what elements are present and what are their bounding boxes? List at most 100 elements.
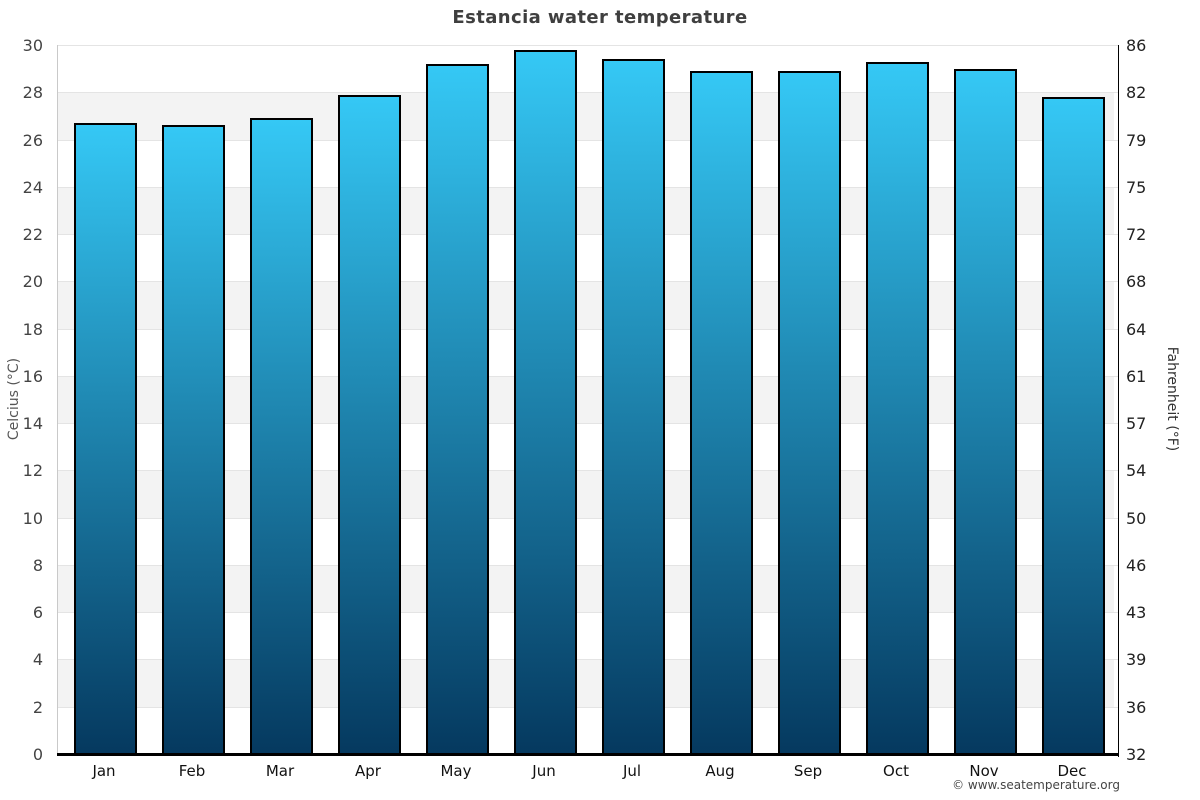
celsius-tick-labels: 0 2 4 6 8 10 12 14 16 18 20 22 24 26 28 30	[0, 36, 50, 764]
bar-slot-jan	[61, 45, 149, 754]
y-tick-celsius-18: 18	[22, 319, 43, 339]
y-tick-fahrenheit-57: 57	[1126, 414, 1147, 434]
y-tick-celsius-22: 22	[22, 225, 43, 245]
gridline-16c	[58, 376, 1119, 377]
y-tick-celsius-26: 26	[22, 130, 43, 150]
y-tick-fahrenheit-86: 86	[1126, 36, 1147, 55]
bar-slot-jun	[501, 45, 589, 754]
y-tick-fahrenheit-54: 54	[1126, 461, 1147, 481]
right-axis-line	[1118, 45, 1119, 757]
gridline-2c	[58, 707, 1119, 708]
bar-slot-sep	[765, 45, 853, 754]
y-tick-fahrenheit-79: 79	[1126, 130, 1147, 150]
bar-jul	[601, 59, 665, 754]
y-tick-celsius-24: 24	[22, 177, 43, 197]
gridline-18c	[58, 329, 1119, 330]
fahrenheit-tick-labels: 32 36 39 43 46 50 54 57 61 64 68 72 75 79 82 86	[1126, 36, 1186, 764]
y-tick-fahrenheit-72: 72	[1126, 225, 1147, 245]
gridline-24c	[58, 187, 1119, 188]
gridline-14c	[58, 423, 1119, 424]
bar-jan	[73, 123, 137, 754]
bar-mar	[249, 118, 313, 754]
gridline-4c	[58, 659, 1119, 660]
bar-slot-dec	[1029, 45, 1117, 754]
y-tick-celsius-2: 2	[32, 697, 43, 717]
y-tick-fahrenheit-64: 64	[1126, 319, 1147, 339]
month-tick-labels: Jan Feb Mar Apr May Jun Jul Aug Sep Oct Nov Dec	[60, 762, 1116, 780]
plot-band-22-24	[58, 186, 1114, 235]
bar-dec	[1041, 97, 1105, 754]
y-tick-celsius-28: 28	[22, 83, 43, 103]
x-tick-mar: Mar	[265, 762, 295, 780]
y-tick-fahrenheit-50: 50	[1126, 508, 1147, 528]
y-tick-fahrenheit-61: 61	[1126, 366, 1147, 386]
gridline-20c	[58, 281, 1119, 282]
y-tick-fahrenheit-82: 82	[1126, 83, 1147, 103]
bar-slot-nov	[941, 45, 1029, 754]
y-tick-celsius-14: 14	[22, 414, 43, 434]
plot-area	[57, 45, 1119, 754]
bar-slot-apr	[325, 45, 413, 754]
plot-band-14-16	[58, 375, 1114, 424]
plot-band-26-28	[58, 92, 1114, 140]
bar-slot-oct	[853, 45, 941, 754]
gridline-12c	[58, 470, 1119, 471]
x-axis-line	[57, 753, 1119, 756]
bar-oct	[865, 61, 929, 754]
gridline-26c	[58, 140, 1119, 141]
y-tick-fahrenheit-36: 36	[1126, 697, 1147, 717]
bar-jun	[513, 49, 577, 754]
x-tick-feb: Feb	[178, 762, 206, 780]
bar-slot-jul	[589, 45, 677, 754]
bar-sep	[777, 71, 841, 754]
bars-group	[61, 45, 1117, 754]
y-tick-celsius-8: 8	[32, 555, 43, 575]
bar-feb	[161, 125, 225, 754]
bar-slot-aug	[677, 45, 765, 754]
y-tick-fahrenheit-32: 32	[1126, 745, 1147, 764]
x-tick-nov: Nov	[969, 762, 999, 780]
bar-aug	[689, 71, 753, 754]
y-tick-celsius-0: 0	[32, 745, 43, 764]
plot-band-2-4	[58, 659, 1114, 707]
bar-slot-may	[413, 45, 501, 754]
plot-band-10-12	[58, 470, 1114, 518]
gridline-10c	[58, 518, 1119, 519]
x-tick-jul: Jul	[622, 762, 642, 780]
y-tick-fahrenheit-46: 46	[1126, 555, 1147, 575]
bar-slot-feb	[149, 45, 237, 754]
y-tick-celsius-16: 16	[22, 366, 43, 386]
y-tick-celsius-30: 30	[22, 36, 43, 55]
y-tick-celsius-12: 12	[22, 461, 43, 481]
bar-slot-mar	[237, 45, 325, 754]
y-tick-fahrenheit-68: 68	[1126, 272, 1147, 292]
y-tick-celsius-4: 4	[32, 650, 43, 670]
y-tick-celsius-20: 20	[22, 272, 43, 292]
gridline-30c	[58, 45, 1119, 46]
y-tick-fahrenheit-39: 39	[1126, 650, 1147, 670]
plot-band-18-20	[58, 281, 1114, 329]
plot-band-6-8	[58, 564, 1114, 613]
bar-nov	[953, 68, 1017, 754]
x-tick-jan: Jan	[92, 762, 116, 780]
y-tick-celsius-6: 6	[32, 603, 43, 623]
x-tick-oct: Oct	[883, 762, 909, 780]
y-tick-celsius-10: 10	[22, 508, 43, 528]
bar-apr	[337, 94, 401, 754]
bar-may	[425, 63, 489, 754]
gridline-6c	[58, 612, 1119, 613]
gridline-28c	[58, 92, 1119, 93]
x-tick-jun: Jun	[532, 762, 556, 780]
gridline-22c	[58, 234, 1119, 235]
x-tick-aug: Aug	[705, 762, 735, 780]
y-tick-fahrenheit-43: 43	[1126, 603, 1147, 623]
watermark: © www.seatemperature.org	[952, 778, 1120, 792]
x-tick-dec: Dec	[1057, 762, 1087, 780]
gridline-8c	[58, 565, 1119, 566]
chart-title: Estancia water temperature	[452, 7, 748, 28]
x-tick-may: May	[440, 762, 472, 780]
x-tick-apr: Apr	[355, 762, 381, 780]
x-tick-sep: Sep	[793, 762, 823, 780]
y-tick-fahrenheit-75: 75	[1126, 177, 1147, 197]
